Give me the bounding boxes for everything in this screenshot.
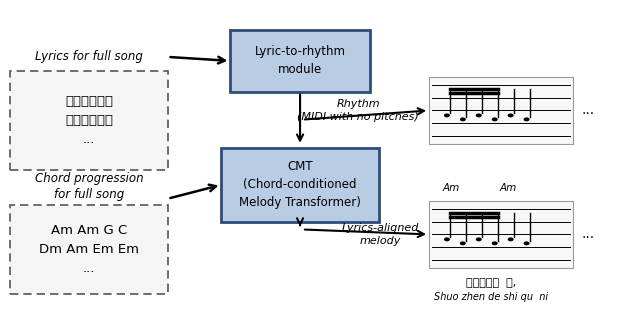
Text: Am: Am (500, 183, 517, 193)
Text: Lyrics-aligned
melody: Lyrics-aligned melody (342, 223, 419, 246)
Text: 说真的失去你
心情旋转到快
...: 说真的失去你 心情旋转到快 ... (65, 95, 113, 146)
Ellipse shape (523, 241, 530, 245)
Ellipse shape (460, 241, 466, 245)
Bar (11, 205, 168, 294)
Ellipse shape (476, 237, 482, 241)
Text: 说真的失去  你,: 说真的失去 你, (466, 278, 516, 288)
Text: Lyrics for full song: Lyrics for full song (35, 50, 143, 63)
Bar (222, 148, 379, 222)
Text: ...: ... (582, 104, 595, 117)
Ellipse shape (523, 117, 530, 121)
Text: ...: ... (582, 227, 595, 242)
Ellipse shape (460, 117, 466, 121)
Ellipse shape (508, 237, 513, 241)
Text: CMT
(Chord-conditioned
Melody Transformer): CMT (Chord-conditioned Melody Transforme… (239, 160, 361, 209)
Ellipse shape (491, 241, 498, 245)
Ellipse shape (444, 237, 450, 241)
Text: Rhythm
(MIDI with no pitches): Rhythm (MIDI with no pitches) (297, 99, 419, 122)
Text: Am: Am (442, 183, 459, 193)
Bar (429, 201, 573, 268)
Text: Chord progression
for full song: Chord progression for full song (34, 172, 143, 201)
Ellipse shape (444, 114, 450, 117)
Bar (230, 30, 370, 92)
Ellipse shape (508, 114, 513, 117)
Bar (429, 77, 573, 144)
Ellipse shape (491, 117, 498, 121)
Ellipse shape (476, 114, 482, 117)
Bar (11, 71, 168, 170)
Text: Shuo zhen de shi qu  ni: Shuo zhen de shi qu ni (434, 292, 548, 302)
Text: Lyric-to-rhythm
module: Lyric-to-rhythm module (255, 46, 346, 76)
Text: Am Am G C
Dm Am Em Em
...: Am Am G C Dm Am Em Em ... (39, 224, 139, 275)
